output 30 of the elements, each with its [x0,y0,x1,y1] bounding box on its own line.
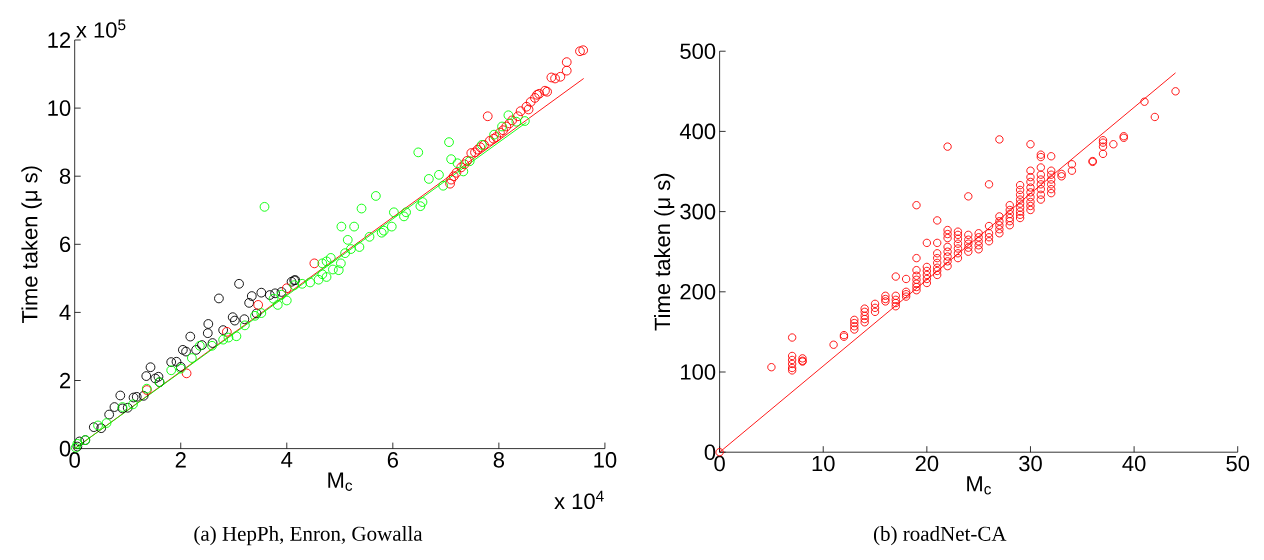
x-tick-label: 30 [1019,455,1042,472]
y-axis-title: Time taken (μ s) [654,173,675,331]
y-tick-label: 500 [680,43,716,59]
y-tick-label: 200 [680,284,716,300]
x-tick-label: 2 [175,452,186,468]
x-tick-label: 4 [281,452,293,468]
x-axis-title: M$_{c}$ [967,476,992,495]
x-tick-label: 10 [812,455,835,472]
x-tick-label: 50 [1226,455,1250,472]
x-tick-label: 8 [493,452,505,468]
y-tick-label: 0 [59,440,71,457]
text: x 10$^{4}$ [554,490,604,510]
text: x 10$^{5}$ [76,19,126,38]
x-tick-label: 6 [387,452,398,468]
y-tick-label: 6 [60,236,71,253]
text: (a) HepPh, Enron, Gowalla [194,526,423,546]
y-tick-label: 4 [59,304,71,320]
y-tick-label: 10 [48,100,71,116]
text: (b) roadNet-CA [873,526,1007,546]
y-tick-label: 100 [681,364,716,380]
y-tick-label: 2 [60,372,71,389]
y-axis-title: Time taken (μ s) [21,166,42,324]
y-tick-label: 8 [59,168,71,184]
x-axis-title: M$_{c}$ [328,472,353,491]
y-tick-label: 12 [48,32,71,48]
x-tick-label: 40 [1122,455,1146,472]
x-tick-label: 20 [915,455,939,472]
x-tick-label: 10 [594,452,617,468]
y-tick-label: 400 [679,123,716,140]
y-tick-label: 300 [680,203,716,220]
